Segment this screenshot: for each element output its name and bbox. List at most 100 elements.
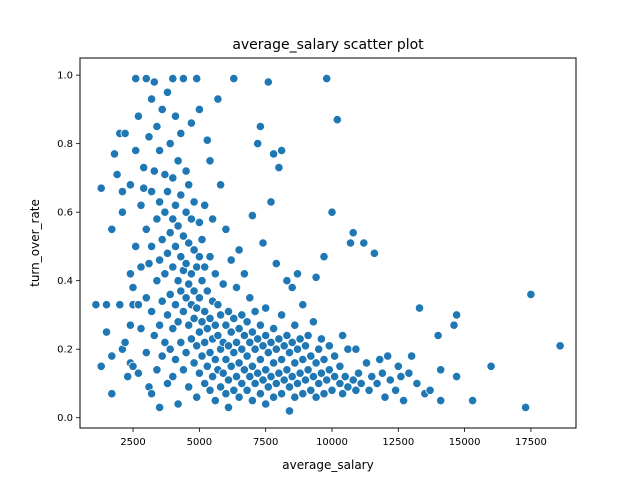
data-point bbox=[359, 238, 369, 248]
data-point bbox=[155, 255, 165, 265]
data-point bbox=[324, 365, 334, 375]
data-point bbox=[303, 330, 313, 341]
data-point bbox=[258, 238, 268, 248]
data-point bbox=[117, 187, 128, 197]
data-point bbox=[234, 323, 244, 334]
data-point bbox=[141, 74, 151, 84]
x-tick-label: 17500 bbox=[515, 437, 547, 448]
data-point bbox=[383, 351, 393, 361]
data-point bbox=[229, 313, 239, 323]
data-point bbox=[322, 74, 332, 84]
data-point bbox=[231, 371, 242, 382]
data-point bbox=[247, 395, 257, 406]
data-point bbox=[223, 402, 234, 412]
data-point bbox=[101, 327, 112, 337]
data-point bbox=[168, 173, 178, 183]
data-point bbox=[239, 269, 249, 279]
data-point bbox=[165, 289, 175, 299]
data-point bbox=[223, 375, 234, 385]
data-point bbox=[274, 334, 284, 344]
data-point bbox=[279, 375, 289, 385]
data-point bbox=[194, 368, 204, 378]
data-point bbox=[189, 197, 199, 207]
data-point bbox=[247, 211, 257, 221]
data-point bbox=[210, 354, 220, 365]
data-point bbox=[141, 347, 151, 358]
y-tick-label: 0.8 bbox=[57, 139, 73, 150]
data-point bbox=[205, 347, 215, 358]
x-axis: 2500 5000 7500 10000 12500 15000 17500 bbox=[120, 428, 547, 448]
data-point bbox=[162, 248, 173, 258]
y-tick-label: 0.4 bbox=[57, 276, 73, 287]
data-point bbox=[186, 334, 196, 344]
data-point bbox=[107, 224, 117, 234]
data-point bbox=[181, 166, 191, 176]
data-point bbox=[173, 156, 183, 166]
data-point bbox=[123, 371, 133, 382]
data-point bbox=[311, 358, 321, 368]
data-point bbox=[306, 351, 316, 361]
data-point bbox=[245, 293, 255, 303]
data-point bbox=[271, 258, 281, 269]
data-point bbox=[162, 87, 173, 97]
data-point bbox=[181, 207, 191, 217]
data-point bbox=[282, 330, 292, 341]
data-point bbox=[200, 337, 210, 347]
x-tick-label: 7500 bbox=[253, 437, 278, 448]
data-point bbox=[223, 306, 234, 317]
data-point bbox=[120, 337, 130, 347]
data-point bbox=[152, 276, 162, 286]
data-point bbox=[189, 358, 199, 368]
data-point bbox=[287, 371, 297, 382]
data-point bbox=[322, 375, 332, 385]
data-point bbox=[208, 214, 218, 224]
data-point bbox=[112, 169, 122, 180]
data-point bbox=[139, 183, 149, 193]
data-point bbox=[136, 323, 146, 334]
data-point bbox=[258, 341, 268, 351]
data-point bbox=[287, 282, 297, 293]
data-point bbox=[147, 241, 157, 251]
data-point bbox=[372, 378, 382, 389]
data-point bbox=[229, 74, 239, 84]
data-point bbox=[96, 183, 106, 193]
data-point bbox=[266, 337, 276, 347]
data-point bbox=[298, 354, 308, 365]
data-point bbox=[152, 121, 162, 132]
data-point bbox=[276, 354, 287, 365]
data-point bbox=[335, 378, 345, 389]
data-point bbox=[133, 368, 143, 378]
data-point bbox=[242, 351, 252, 361]
data-point bbox=[237, 310, 247, 320]
data-point bbox=[173, 399, 183, 409]
data-point bbox=[234, 245, 244, 255]
data-point bbox=[425, 385, 435, 395]
data-point bbox=[160, 169, 170, 180]
data-point bbox=[329, 351, 340, 361]
data-point bbox=[178, 365, 188, 375]
data-point bbox=[184, 279, 194, 289]
data-point bbox=[284, 382, 295, 392]
data-point bbox=[200, 306, 210, 317]
data-point bbox=[160, 269, 170, 279]
data-point bbox=[351, 344, 361, 354]
data-point bbox=[231, 282, 242, 293]
data-point bbox=[155, 197, 165, 207]
data-point bbox=[279, 341, 289, 351]
data-point bbox=[128, 361, 138, 371]
data-point bbox=[239, 330, 249, 341]
data-point bbox=[436, 395, 446, 406]
data-point bbox=[155, 145, 165, 156]
data-point bbox=[149, 77, 159, 87]
data-point bbox=[194, 327, 204, 337]
data-point bbox=[131, 145, 141, 156]
data-point bbox=[216, 180, 226, 190]
data-point bbox=[385, 375, 395, 385]
data-point bbox=[117, 207, 128, 217]
data-point bbox=[176, 286, 186, 296]
data-point bbox=[157, 104, 167, 115]
data-point bbox=[253, 334, 263, 344]
data-point bbox=[290, 358, 300, 368]
